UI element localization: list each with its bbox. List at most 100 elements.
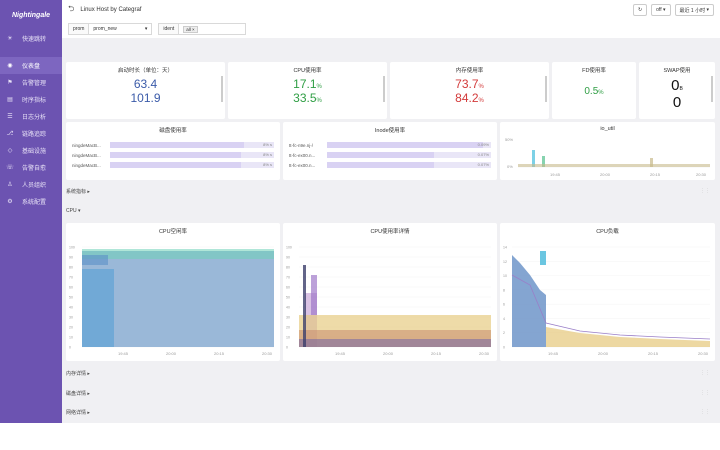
idle-ytick: 70 bbox=[69, 276, 73, 280]
sidebar-item-tracing[interactable]: ⎇ 链路追踪 bbox=[0, 125, 62, 142]
io-util-xtick: 19:45 bbox=[550, 172, 561, 177]
io-util-card: io_util 50% 0% 19:45 20:00 20:15 20:30 bbox=[500, 122, 715, 180]
sidebar-item-self-heal[interactable]: ☏ 告警自愈 bbox=[0, 159, 62, 176]
ident-filter[interactable]: ident all × bbox=[158, 23, 247, 35]
chevron-down-icon: ▾ bbox=[663, 7, 666, 13]
uptime-value-2: 101.9 bbox=[130, 91, 161, 105]
prom-filter-value: prom_new bbox=[93, 26, 117, 32]
load-xtick: 20:15 bbox=[648, 351, 659, 356]
idle-ytick: 80 bbox=[69, 266, 73, 270]
section-memory-detail[interactable]: 内存详情 ▸ bbox=[66, 370, 90, 377]
inode-row-label: tt-fc-ex00.n... bbox=[289, 152, 316, 158]
disk-row: ningdeMacB... 8% s bbox=[66, 150, 280, 160]
scrollbar[interactable] bbox=[711, 76, 713, 102]
refresh-button[interactable]: ↻ bbox=[632, 4, 648, 16]
inode-bar-track: 0.09% bbox=[327, 142, 491, 148]
sidebar-item-dashboard[interactable]: ◉ 仪表盘 bbox=[0, 57, 62, 74]
sidebar-item-logs[interactable]: ☰ 日志分析 bbox=[0, 108, 62, 125]
disk-bar-value: 8% s bbox=[263, 162, 272, 167]
ident-filter-label: ident bbox=[159, 24, 180, 34]
idle-ytick: 90 bbox=[69, 256, 73, 260]
time-range-select[interactable]: 最近 1 小时 ▾ bbox=[674, 4, 714, 16]
scrollbar[interactable] bbox=[545, 76, 547, 102]
idle-xtick: 20:00 bbox=[166, 351, 177, 356]
io-util-xtick: 20:00 bbox=[600, 172, 611, 177]
section-system-metrics[interactable]: 系统指标 ▸ bbox=[66, 188, 90, 195]
section-cpu[interactable]: CPU ▾ bbox=[66, 208, 80, 214]
prom-filter[interactable]: prom prom_new ▾ bbox=[68, 23, 153, 35]
disk-usage-card: 磁盘使用率 ningdeMacB... 8% s ningdeMacB... 8% s… bbox=[66, 122, 280, 180]
sidebar-item-label: 告警自愈 bbox=[22, 166, 47, 172]
drag-handle-icon[interactable]: ⋮⋮ bbox=[700, 370, 710, 376]
detail-ytick: 0 bbox=[286, 346, 288, 350]
disk-bar-fill bbox=[110, 162, 242, 168]
close-icon[interactable]: × bbox=[192, 26, 195, 32]
load-xtick: 20:30 bbox=[698, 351, 709, 356]
detail-ytick: 60 bbox=[286, 286, 290, 290]
detail-ytick: 90 bbox=[286, 256, 290, 260]
sun-icon: ☀ bbox=[7, 36, 13, 42]
ident-tag-label: all bbox=[186, 26, 191, 32]
idle-ytick: 100 bbox=[69, 246, 75, 250]
idle-xtick: 19:45 bbox=[118, 351, 129, 356]
io-util-spike bbox=[542, 156, 545, 167]
drag-handle-icon[interactable]: ⋮⋮ bbox=[700, 390, 710, 396]
filter-bar: prom prom_new ▾ ident all × bbox=[62, 20, 720, 38]
self-heal-icon: ☏ bbox=[6, 165, 14, 171]
io-util-xtick: 20:15 bbox=[650, 172, 661, 177]
disk-row-label: ningdeMacB... bbox=[72, 152, 101, 158]
drag-handle-icon[interactable]: ⋮⋮ bbox=[700, 409, 710, 415]
section-network-detail[interactable]: 网络详情 ▸ bbox=[66, 409, 90, 416]
sidebar-item-infra[interactable]: ◇ 基础设施 bbox=[0, 142, 62, 159]
sidebar-item-label: 日志分析 bbox=[22, 115, 47, 121]
io-util-chart: 50% 0% 19:45 20:00 20:15 20:30 bbox=[505, 137, 710, 177]
io-util-xtick: 20:30 bbox=[696, 172, 707, 177]
time-range-label: 最近 1 小时 bbox=[679, 7, 706, 14]
gear-icon: ⚙ bbox=[7, 199, 13, 205]
detail-ytick: 50 bbox=[286, 296, 290, 300]
sidebar-item-people[interactable]: ♙ 人员组织 bbox=[0, 176, 62, 193]
sidebar-item-label: 仪表盘 bbox=[22, 64, 41, 70]
inode-bar-track: 0.07% bbox=[327, 162, 491, 168]
sidebar-item-settings[interactable]: ⚙ 系统配置 bbox=[0, 193, 62, 210]
mem-usage-card: 内存使用率 73.7% 84.2% bbox=[390, 62, 549, 119]
sidebar-item-label: 链路追踪 bbox=[22, 132, 47, 138]
auto-refresh-select[interactable]: off ▾ bbox=[651, 4, 671, 16]
scrollbar[interactable] bbox=[383, 76, 385, 102]
cpu-detail-spike bbox=[303, 265, 306, 347]
swap-value-1: 0 bbox=[671, 77, 680, 94]
sidebar-item-label: 人员组织 bbox=[22, 183, 47, 189]
sidebar-item-quick-jump[interactable]: ☀ 快速跳转 bbox=[0, 30, 62, 47]
idle-ytick: 20 bbox=[69, 326, 73, 330]
disk-row-label: ningdeMacB... bbox=[72, 142, 101, 148]
load-ytick: 4 bbox=[503, 317, 505, 321]
section-disk-detail[interactable]: 磁盘详情 ▸ bbox=[66, 390, 90, 397]
cpu-detail-spike bbox=[311, 275, 317, 315]
detail-ytick: 70 bbox=[286, 276, 290, 280]
people-icon: ♙ bbox=[7, 182, 13, 188]
detail-xtick: 20:30 bbox=[479, 351, 490, 356]
logs-icon: ☰ bbox=[7, 114, 13, 120]
scrollbar[interactable] bbox=[221, 76, 223, 102]
load-ytick: 10 bbox=[503, 274, 507, 278]
swap-unit: B bbox=[679, 86, 683, 92]
mem-usage-value-2: 84.2 bbox=[455, 91, 479, 105]
sidebar-item-label: 系统配置 bbox=[22, 200, 47, 206]
disk-row-label: ningdeMacB... bbox=[72, 162, 101, 168]
sidebar-item-alerts[interactable]: ⚑ 告警管理 bbox=[0, 74, 62, 91]
drag-handle-icon[interactable]: ⋮⋮ bbox=[700, 188, 710, 194]
load-xtick: 20:00 bbox=[598, 351, 609, 356]
idle-ytick: 10 bbox=[69, 336, 73, 340]
sidebar-item-metrics[interactable]: ▤ 时序指标 bbox=[0, 91, 62, 108]
ident-tag[interactable]: all × bbox=[183, 25, 198, 33]
swap-card: SWAP使用 0B 0 bbox=[639, 62, 715, 119]
inode-usage-title: Inode使用率 bbox=[374, 128, 406, 134]
back-icon[interactable]: ⮌ bbox=[68, 4, 75, 13]
alert-icon: ⚑ bbox=[7, 80, 13, 86]
section-label: CPU bbox=[66, 208, 77, 214]
idle-xtick: 20:15 bbox=[214, 351, 225, 356]
idle-ytick: 0 bbox=[69, 346, 71, 350]
inode-bar-track: 0.07% bbox=[327, 152, 491, 158]
load-ytick: 12 bbox=[503, 260, 507, 264]
